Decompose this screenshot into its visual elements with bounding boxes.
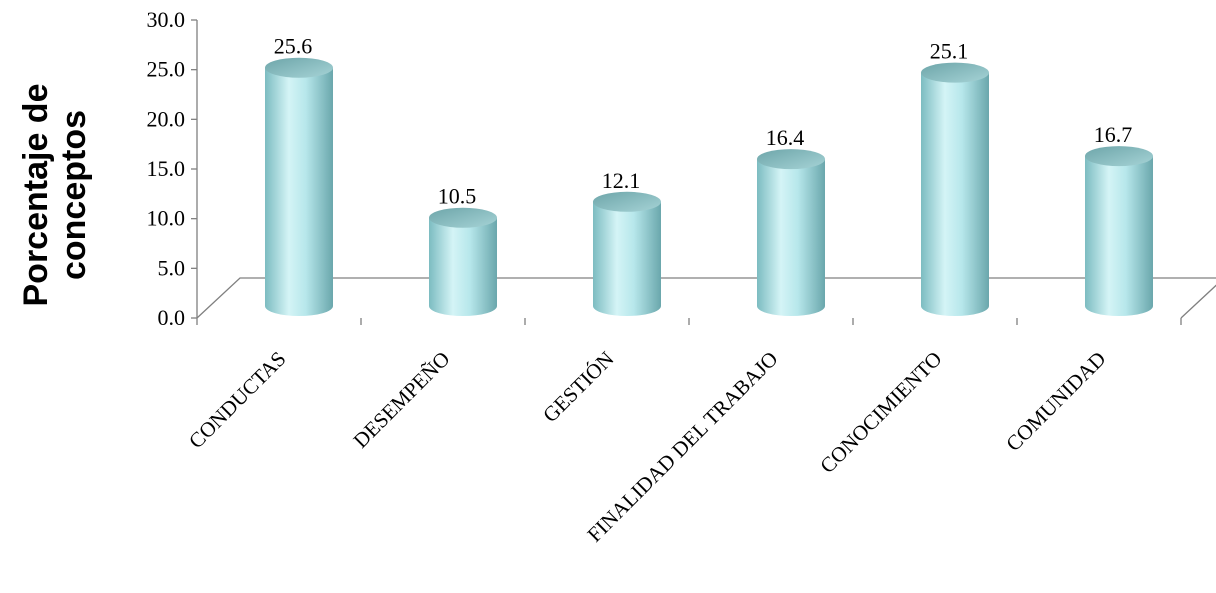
bar-cap bbox=[593, 191, 661, 212]
x-tick-label: CONDUCTAS bbox=[184, 347, 291, 454]
y-tick-label: 0.0 bbox=[158, 305, 186, 330]
bar bbox=[593, 191, 661, 316]
x-tick-label: FINALIDAD DEL TRABAJO bbox=[582, 347, 782, 547]
data-label: 12.1 bbox=[602, 168, 641, 193]
y-tick-label: 20.0 bbox=[147, 106, 186, 131]
x-tick-label: COMUNIDAD bbox=[1001, 347, 1110, 456]
bar bbox=[429, 207, 497, 316]
x-tick-label: CONOCIMIENTO bbox=[815, 347, 946, 478]
data-label: 16.4 bbox=[766, 125, 805, 150]
bar bbox=[265, 57, 333, 316]
bar-body bbox=[593, 201, 661, 316]
chart-floor bbox=[196, 277, 1216, 319]
data-label: 16.7 bbox=[1094, 122, 1133, 147]
bars-group bbox=[265, 57, 1153, 316]
data-label: 25.6 bbox=[274, 34, 313, 59]
y-tick-label: 30.0 bbox=[147, 7, 186, 32]
bar-body bbox=[921, 72, 989, 316]
bar bbox=[921, 62, 989, 316]
axes-group: 0.0 5.0 10.0 15.0 20.0 25.0 30.0 bbox=[147, 7, 1216, 330]
y-tick-label: 10.0 bbox=[147, 206, 186, 231]
y-tick-label: 5.0 bbox=[158, 255, 186, 280]
bar-body bbox=[757, 159, 825, 316]
bar-body bbox=[1085, 156, 1153, 316]
bar-cap bbox=[265, 57, 333, 78]
bar-body bbox=[429, 217, 497, 316]
x-tick-label: GESTIÓN bbox=[538, 347, 618, 427]
bar bbox=[1085, 146, 1153, 316]
y-tick-label: 15.0 bbox=[147, 156, 186, 181]
bar bbox=[757, 149, 825, 316]
bar-body bbox=[265, 67, 333, 316]
data-label: 10.5 bbox=[438, 184, 477, 209]
bar-cap bbox=[757, 149, 825, 170]
y-tick-label: 25.0 bbox=[147, 57, 186, 82]
bar-cap bbox=[429, 207, 497, 228]
bar-cap bbox=[921, 62, 989, 83]
x-tick-label: DESEMPEÑO bbox=[348, 347, 454, 453]
data-label: 25.1 bbox=[930, 39, 969, 64]
bar-cap bbox=[1085, 146, 1153, 167]
